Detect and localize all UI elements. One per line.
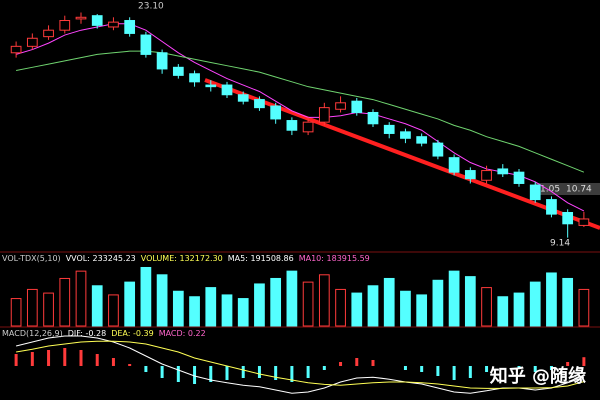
watermark: 知乎 @随缘: [489, 366, 586, 387]
candle-body: [270, 105, 282, 120]
volume-bar: [59, 277, 71, 327]
volume-bar: [205, 287, 217, 327]
line: [16, 50, 585, 173]
panel-stat: MA5: 191508.86: [227, 254, 294, 263]
volume-bar: [529, 281, 541, 327]
volume-bar: [497, 296, 509, 327]
volume-bar: [513, 292, 525, 327]
annotation: 10.74: [566, 185, 592, 195]
candle-body: [529, 184, 541, 201]
candle-body: [562, 212, 574, 225]
candle-body: [254, 99, 265, 109]
volume-bar: [221, 294, 233, 327]
volume-bar: [432, 279, 444, 327]
panel-stat: DEA: -0.39: [111, 329, 154, 338]
candle-body: [464, 170, 476, 180]
candle-body: [59, 20, 71, 31]
candle-body: [26, 37, 38, 47]
panel-stat: VOLUME: 132172.30: [140, 254, 223, 263]
volume-bar: [156, 274, 168, 327]
panel-stat: MACD: 0.22: [158, 329, 206, 338]
panel-stat: MA10: 183915.59: [298, 254, 370, 263]
annotation: 23.10: [138, 2, 164, 12]
volume-bar: [172, 290, 184, 327]
volume-bar: [91, 285, 103, 327]
candle-body: [205, 84, 217, 88]
volume-bar: [237, 298, 249, 327]
candle-body: [156, 52, 168, 70]
volume-bar: [562, 277, 574, 327]
candle-body: [351, 100, 363, 113]
trend-line: [204, 78, 600, 230]
candle-body: [91, 15, 103, 26]
candle-body: [302, 121, 314, 133]
annotation: 1.05: [540, 185, 560, 195]
volume-bar: [383, 277, 395, 327]
candle-body: [221, 84, 233, 96]
candle-body: [416, 136, 428, 144]
volume-bar: [270, 277, 282, 327]
volume-bar: [124, 281, 136, 327]
volume-bar: [26, 288, 38, 327]
candle-body: [140, 34, 152, 55]
line: [16, 340, 585, 389]
volume-bar: [416, 294, 428, 327]
volume-bar: [43, 292, 54, 327]
macd-header: MACD(12,26,9) DIF: -0.28 DEA: -0.39 MACD: …: [2, 329, 206, 338]
volume-bar: [140, 266, 152, 327]
panel-stat: DIF: -0.28: [67, 329, 107, 338]
candle-body: [189, 73, 200, 83]
candle-body: [578, 218, 590, 226]
annotation: 9.14: [550, 239, 570, 249]
candle-body: [481, 170, 492, 181]
candle-body: [108, 21, 119, 28]
candle-body: [43, 29, 54, 38]
candle-body: [237, 94, 249, 102]
volume-bar: [10, 298, 22, 327]
candle-body: [124, 20, 136, 34]
volume-bar: [286, 270, 298, 327]
volume-bar: [108, 294, 119, 327]
volume-bar: [351, 292, 363, 327]
candle-body: [383, 124, 395, 134]
candle-body: [75, 16, 87, 20]
candle-body: [335, 102, 346, 110]
candle-body: [172, 66, 184, 76]
volume-header: VOL-TDX(5,10) VVOL: 233245.23 VOLUME: 132…: [2, 254, 370, 263]
volume-bar: [546, 272, 557, 327]
candle-body: [448, 157, 460, 173]
volume-bar: [335, 288, 346, 327]
panel-stat: VVOL: 233245.23: [65, 254, 136, 263]
candle-body: [286, 120, 298, 131]
volume-bar: [578, 288, 590, 327]
volume-bar: [318, 274, 330, 327]
volume-bar: [400, 290, 411, 327]
volume-bar: [367, 285, 379, 327]
volume-bar: [254, 283, 265, 327]
candle-body: [432, 142, 444, 157]
volume-bar: [481, 287, 492, 327]
volume-bar: [464, 276, 476, 327]
candle-body: [513, 171, 525, 184]
panel-title: MACD(12,26,9): [2, 329, 63, 338]
candle-body: [400, 131, 411, 139]
candle-body: [497, 168, 509, 175]
candle-body: [318, 107, 330, 123]
panel-title: VOL-TDX(5,10): [2, 254, 61, 263]
volume-bar: [448, 270, 460, 327]
candle-body: [546, 199, 557, 215]
volume-bar: [189, 296, 200, 327]
candle-body: [10, 45, 22, 54]
candle-body: [367, 111, 379, 125]
volume-bar: [75, 270, 87, 327]
volume-bar: [302, 281, 314, 327]
